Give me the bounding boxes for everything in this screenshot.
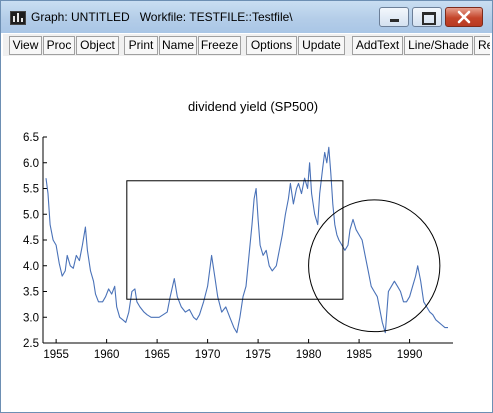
view-button[interactable]: View [9,36,42,55]
x-tick-label: 1990 [397,349,423,361]
y-tick-label: 2.5 [23,338,39,350]
y-tick-label: 3.0 [23,312,39,324]
y-tick-label: 3.5 [23,287,39,299]
x-tick-label: 1960 [94,349,120,361]
maximize-button[interactable] [412,7,442,27]
chart-title: dividend yield (SP500) [188,99,318,114]
addtext-button[interactable]: AddText [352,36,403,55]
graph-app-icon [10,11,26,25]
x-tick-label: 1970 [195,349,221,361]
y-tick-label: 6.5 [23,132,39,144]
name-button[interactable]: Name [159,36,197,55]
close-icon [457,10,471,24]
minimize-button[interactable] [379,7,409,27]
object-button[interactable]: Object [76,36,119,55]
dividend-yield-line [45,146,448,334]
annotation-shapes [126,180,441,333]
x-tick-label: 1955 [43,349,69,361]
annotation-ellipse[interactable] [308,199,441,333]
annotation-rectangle[interactable] [126,180,344,300]
update-button[interactable]: Update [298,36,345,55]
minimize-icon [390,19,399,22]
y-tick-group: 2.5 3.0 3.5 4.0 4.5 5.0 5.5 6.0 6.5 [23,132,47,350]
x-tick-label: 1965 [144,349,170,361]
y-tick-label: 5.0 [23,209,39,221]
window-title: Graph: UNTITLED Workfile: TESTFILE::Test… [31,10,293,24]
line-chart: dividend yield (SP500) 2.5 3.0 3.5 4.0 4.5 5.… [23,99,453,361]
series-group [45,146,448,334]
graph-toolbar: View Proc Object Print Name Freeze Optio… [3,34,490,56]
x-tick-label: 1985 [346,349,372,361]
y-tick-label: 4.5 [23,235,39,247]
graph-area[interactable]: dividend yield (SP500) 2.5 3.0 3.5 4.0 4.5 5.… [3,57,490,410]
y-tick-label: 4.0 [23,261,39,273]
maximize-icon [422,12,436,25]
options-button[interactable]: Options [246,36,297,55]
line-shade-button[interactable]: Line/Shade [404,36,473,55]
y-tick-label: 6.0 [23,158,39,170]
print-button[interactable]: Print [124,36,158,55]
close-button[interactable] [445,7,483,27]
x-tick-group: 1955 1960 1965 1970 1975 1980 1985 1990 [43,339,422,361]
y-tick-label: 5.5 [23,184,39,196]
x-tick-label: 1975 [245,349,271,361]
title-bar[interactable]: Graph: UNTITLED Workfile: TESTFILE::Test… [1,1,492,33]
remove-button[interactable]: Re [474,36,490,55]
freeze-button[interactable]: Freeze [198,36,241,55]
x-tick-label: 1980 [296,349,322,361]
proc-button[interactable]: Proc [43,36,75,55]
